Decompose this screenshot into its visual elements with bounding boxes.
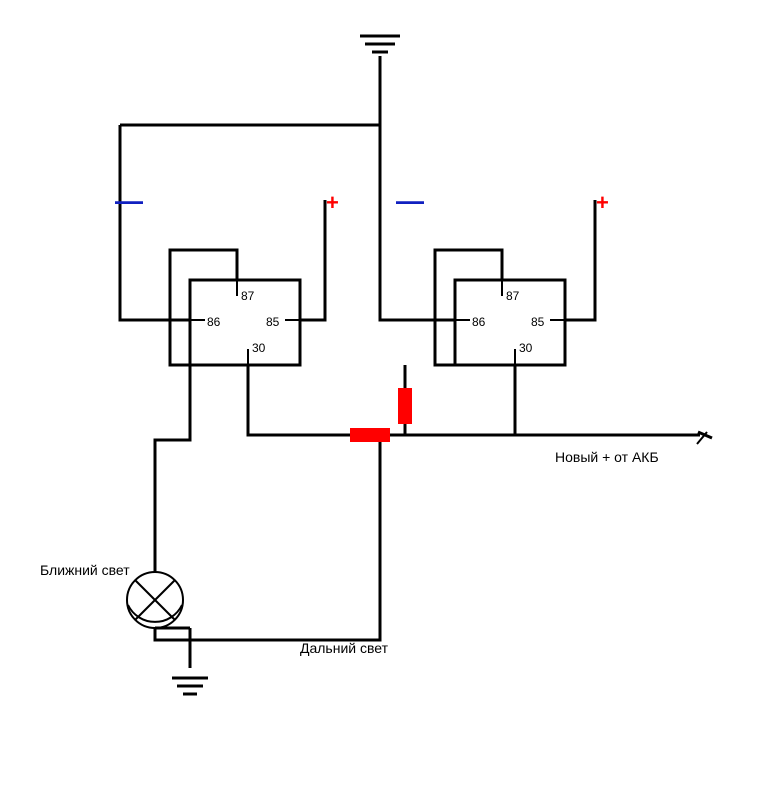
- pin-label: 86: [472, 315, 486, 329]
- wire: [248, 365, 405, 435]
- relay-left: 87 86 85 30: [190, 280, 300, 365]
- wire: [380, 125, 455, 320]
- label-battery: Новый + от АКБ: [555, 449, 659, 465]
- pin-label: 30: [519, 341, 533, 355]
- plus-icon: +: [326, 190, 339, 215]
- fuse-icon: [350, 428, 390, 442]
- label-far-light: Дальний свет: [300, 640, 389, 656]
- pin-label: 86: [207, 315, 221, 329]
- pin-label: 87: [506, 289, 520, 303]
- label-near-light: Ближний свет: [40, 562, 130, 578]
- pin-label: 85: [531, 315, 545, 329]
- circuit-diagram: 87 86 85 30 87 86 85 30 — + — + Ближний …: [0, 0, 767, 800]
- pin-label: 30: [252, 341, 266, 355]
- wire: [120, 125, 190, 320]
- pin-label: 85: [266, 315, 280, 329]
- minus-icon: —: [396, 185, 424, 216]
- fuse-icon: [398, 388, 412, 424]
- minus-icon: —: [115, 185, 143, 216]
- wire: [155, 365, 190, 572]
- lamp-icon: [127, 572, 183, 628]
- ground-bottom-icon: [155, 628, 208, 694]
- wire: [155, 435, 380, 640]
- pin-label: 87: [241, 289, 255, 303]
- ground-top-icon: [360, 36, 400, 52]
- relay-right: 87 86 85 30: [455, 280, 565, 365]
- plus-icon: +: [596, 190, 609, 215]
